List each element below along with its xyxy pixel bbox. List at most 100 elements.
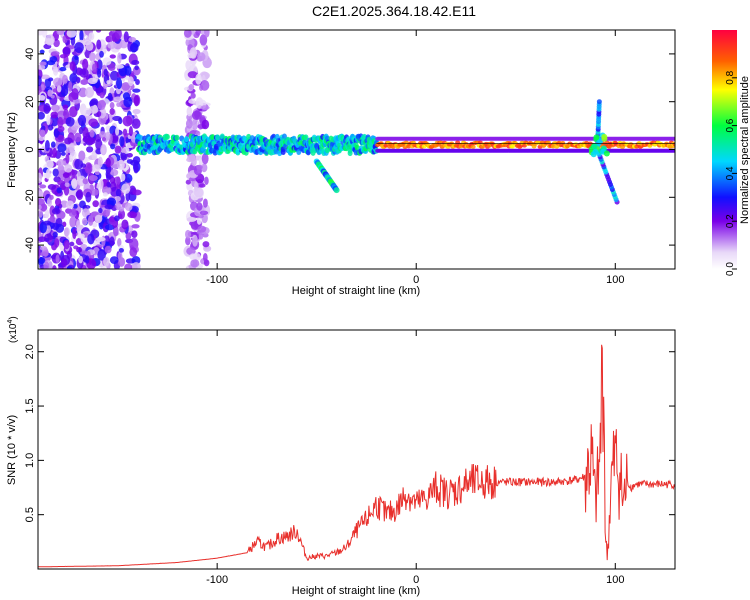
noise-blob [65, 116, 75, 127]
noise-blob [78, 87, 88, 98]
spectrogram-x-label: Height of straight line (km) [292, 285, 420, 297]
noise-blob [84, 162, 93, 174]
noise-blob [124, 202, 133, 212]
noise-blob [117, 251, 123, 262]
noise-blob [85, 191, 92, 203]
spike-blob [593, 134, 600, 141]
noise-blob [106, 197, 117, 207]
noise-blob [116, 176, 121, 185]
noise-blob [109, 54, 116, 59]
noise-blob [104, 204, 114, 210]
snr-x-label: Height of straight line (km) [292, 585, 420, 597]
noise-blob [202, 241, 210, 248]
noise-blob [113, 96, 123, 102]
noise-blob [187, 71, 198, 79]
noise-blob [200, 105, 210, 110]
noise-blob [104, 245, 112, 254]
noise-blob [119, 136, 125, 147]
spike-blob [596, 99, 602, 105]
noise-blob [87, 233, 95, 245]
noise-blob [80, 244, 88, 249]
noise-blob [120, 173, 126, 182]
noise-blob [74, 55, 79, 61]
trace-halo [672, 136, 675, 141]
noise-blob [107, 92, 113, 101]
noise-blob [38, 257, 46, 264]
y-tick-label: 2.0 [24, 344, 36, 359]
noise-blob [52, 265, 57, 269]
y-tick-label: 1.5 [24, 398, 36, 413]
noise-blob [197, 52, 206, 62]
trace-blob [138, 135, 144, 142]
noise-blob [91, 150, 98, 161]
noise-blob [46, 114, 51, 126]
trace-blob [303, 134, 309, 141]
noise-blob [38, 111, 45, 120]
noise-blob [59, 66, 67, 72]
noise-blob [185, 236, 191, 246]
noise-blob [125, 232, 132, 240]
trace-blob [174, 134, 180, 141]
noise-blob [204, 176, 209, 185]
noise-blob [45, 169, 50, 180]
noise-blob [127, 76, 134, 87]
spectrogram-heatmap [38, 30, 675, 269]
noise-blob [196, 202, 203, 211]
spectrogram-y-label: Frequency (Hz) [6, 112, 18, 188]
noise-blob [75, 77, 81, 84]
colorbar-axis: 0.0 0.2 0.4 0.6 0.8 [725, 70, 737, 276]
noise-blob [135, 79, 140, 85]
noise-blob [122, 115, 133, 127]
noise-blob [115, 127, 120, 136]
noise-blob [114, 64, 125, 69]
noise-blob [64, 182, 70, 188]
noise-blob [53, 128, 60, 138]
y-tick-label: -40 [24, 237, 36, 253]
noise-blob [127, 211, 137, 219]
noise-blob [106, 80, 111, 85]
noise-blob [79, 224, 84, 230]
noise-blob [132, 88, 141, 93]
noise-blob [121, 222, 129, 228]
snr-axes: -100 0 100 0.5 1.0 1.5 2.0 [24, 330, 675, 586]
noise-blob [117, 52, 122, 64]
noise-blob [86, 146, 94, 153]
noise-blob [47, 89, 53, 97]
noise-blob [191, 110, 202, 121]
noise-blob [189, 47, 198, 59]
noise-blob [195, 97, 204, 109]
noise-blob [44, 77, 52, 89]
noise-blob [94, 170, 100, 176]
noise-blob [201, 153, 209, 165]
noise-blob [186, 247, 196, 256]
noise-blob [102, 192, 108, 197]
noise-blob [51, 51, 60, 56]
noise-blob [110, 169, 119, 177]
noise-blob [82, 58, 89, 70]
noise-blob [114, 215, 120, 222]
colorbar-tick-label: 0.2 [725, 214, 736, 228]
noise-blob [71, 208, 77, 216]
noise-blob [69, 241, 75, 247]
noise-blob [38, 236, 47, 243]
noise-blob [124, 263, 133, 269]
noise-blob [45, 34, 55, 46]
noise-blob [65, 200, 74, 209]
noise-blob [185, 37, 195, 48]
noise-blob [41, 30, 48, 38]
noise-blob [189, 253, 197, 260]
snr-panel: -100 0 100 0.5 1.0 1.5 2.0 Height of straight … [6, 316, 676, 597]
noise-blob [54, 198, 62, 207]
noise-blob [39, 184, 47, 189]
noise-blob [131, 224, 140, 229]
noise-blob [89, 105, 99, 114]
noise-blob [38, 247, 41, 260]
x-tick-label: 100 [606, 574, 624, 586]
noise-blob [105, 131, 111, 140]
noise-blob [85, 255, 90, 264]
noise-blob [102, 57, 112, 66]
noise-blob [57, 180, 65, 186]
noise-blob [185, 118, 193, 129]
noise-blob [96, 39, 102, 50]
noise-blob [106, 181, 111, 188]
